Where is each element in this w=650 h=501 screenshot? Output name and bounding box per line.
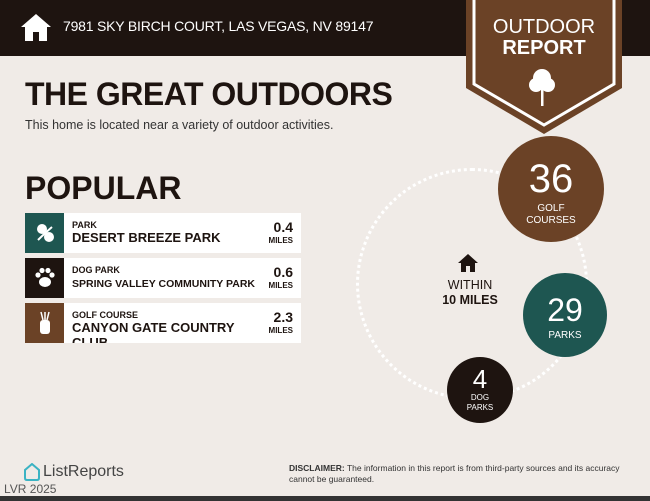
dog-parks-label: PARKS — [466, 403, 494, 412]
place-category: GOLF COURSE — [72, 310, 139, 320]
tree-icon — [25, 213, 64, 253]
place-name: CANYON GATE COUNTRY CLUB — [72, 320, 235, 343]
parks-count: 29 — [547, 292, 583, 328]
place-distance: 2.3 — [273, 309, 293, 325]
golf-label: COURSES — [526, 215, 576, 226]
place-distance: 0.4 — [273, 219, 293, 235]
parks-label: PARKS — [548, 330, 582, 341]
popular-heading: POPULAR — [25, 170, 182, 206]
list-item: DOG PARK SPRING VALLEY COMMUNITY PARK 0.… — [25, 258, 301, 298]
page-title: THE GREAT OUTDOORS — [25, 76, 393, 112]
home-icon — [21, 14, 51, 41]
listreports-logo: ListReports — [24, 463, 124, 481]
badge-title-line1: OUTDOOR — [492, 16, 596, 38]
place-category: PARK — [72, 220, 97, 230]
place-distance: 0.6 — [273, 264, 293, 280]
listreports-logo-icon — [24, 463, 40, 481]
distance-unit: MILES — [268, 326, 293, 335]
radius-label: WITHIN 10 MILES — [430, 278, 510, 308]
outdoor-report-badge — [466, 0, 622, 134]
distance-unit: MILES — [268, 281, 293, 290]
list-item: PARK DESERT BREEZE PARK 0.4 MILES — [25, 213, 301, 253]
logo-text: ListReports — [43, 463, 124, 480]
home-icon — [458, 254, 478, 272]
watermark: LVR 2025 — [4, 482, 57, 496]
dog-parks-count-circle: 4 DOG PARKS — [447, 357, 513, 423]
distance-label: 10 MILES — [442, 293, 498, 307]
paw-icon — [25, 258, 64, 298]
disclaimer-label: DISCLAIMER: — [289, 463, 345, 473]
parks-count-circle: 29 PARKS — [523, 273, 607, 357]
place-category: DOG PARK — [72, 265, 120, 275]
page-subtitle: This home is located near a variety of o… — [25, 118, 334, 132]
golf-bag-icon — [25, 303, 64, 343]
disclaimer-text: The information in this report is from t… — [289, 463, 620, 484]
golf-count: 36 — [528, 157, 574, 201]
badge-title-line2: REPORT — [502, 37, 586, 59]
golf-label: GOLF — [537, 203, 565, 214]
golf-count-circle: 36 GOLF COURSES — [498, 136, 604, 242]
bottom-border — [0, 496, 650, 501]
disclaimer: DISCLAIMER: The information in this repo… — [289, 463, 629, 485]
place-name: SPRING VALLEY COMMUNITY PARK — [72, 278, 255, 290]
list-item: GOLF COURSE CANYON GATE COUNTRY CLUB 2.3… — [25, 303, 301, 343]
distance-unit: MILES — [268, 236, 293, 245]
dog-parks-count: 4 — [472, 364, 488, 394]
property-address: 7981 SKY BIRCH COURT, LAS VEGAS, NV 8914… — [63, 18, 374, 34]
within-label: WITHIN — [447, 278, 493, 292]
tree-icon — [529, 69, 555, 106]
place-name: DESERT BREEZE PARK — [72, 230, 221, 245]
dog-parks-label: DOG — [470, 393, 490, 402]
